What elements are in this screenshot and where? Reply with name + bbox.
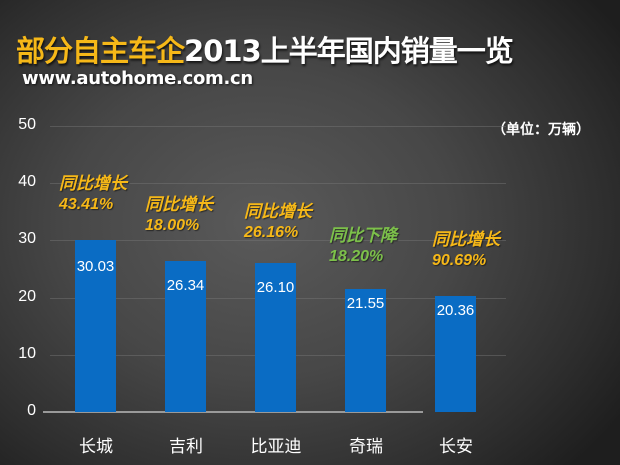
- x-tick: 长安: [439, 437, 473, 457]
- x-tick: 比亚迪: [250, 437, 302, 457]
- source-url: www.autohome.com.cn: [22, 68, 253, 89]
- yoy-label: 同比下降: [329, 226, 397, 246]
- chart-title-rest: 2013上半年国内销量一览: [184, 34, 514, 68]
- x-axis-line: [43, 411, 423, 413]
- yoy-value: 43.41%: [59, 196, 114, 213]
- bar-value-label: 30.03: [76, 258, 115, 275]
- y-tick: 30: [18, 230, 36, 247]
- yoy-value: 26.16%: [244, 224, 299, 241]
- chart-title-highlight: 部分自主车企: [16, 34, 185, 68]
- x-tick: 奇瑞: [349, 437, 383, 457]
- yoy-annotation: 同比增长 26.16%: [244, 201, 312, 243]
- yoy-label: 同比增长: [145, 195, 213, 215]
- bar-changan: 20.36: [435, 296, 476, 412]
- y-tick: 10: [18, 345, 36, 362]
- yoy-annotation: 同比增长 18.00%: [145, 194, 213, 236]
- chart-title: 部分自主车企2013上半年国内销量一览: [16, 28, 514, 72]
- bar-chery: 21.55: [345, 289, 386, 412]
- y-tick: 50: [18, 116, 36, 133]
- y-tick: 0: [27, 402, 36, 419]
- y-tick: 20: [18, 288, 36, 305]
- bar-geely: 26.34: [165, 261, 206, 412]
- yoy-annotation: 同比增长 90.69%: [432, 229, 500, 271]
- bar-value-label: 21.55: [346, 295, 385, 312]
- bar-value-label: 26.34: [166, 277, 205, 294]
- y-tick: 40: [18, 173, 36, 190]
- yoy-value: 18.20%: [329, 248, 384, 265]
- yoy-annotation: 同比增长 43.41%: [59, 173, 127, 215]
- bar-changcheng: 30.03: [75, 240, 116, 412]
- bar-byd: 26.10: [255, 263, 296, 412]
- x-tick: 吉利: [169, 437, 203, 457]
- yoy-label: 同比增长: [432, 230, 500, 250]
- bar-value-label: 26.10: [256, 279, 295, 296]
- x-tick: 长城: [79, 437, 113, 457]
- yoy-label: 同比增长: [59, 174, 127, 194]
- yoy-annotation: 同比下降 18.20%: [329, 225, 397, 267]
- yoy-value: 90.69%: [432, 252, 487, 269]
- yoy-value: 18.00%: [145, 217, 200, 234]
- yoy-label: 同比增长: [244, 202, 312, 222]
- gridline-40: [50, 183, 506, 184]
- unit-label: （单位：万辆）: [492, 122, 590, 138]
- bar-value-label: 20.36: [436, 302, 475, 319]
- gridline-30: [50, 240, 506, 241]
- gridline-50: [50, 126, 506, 127]
